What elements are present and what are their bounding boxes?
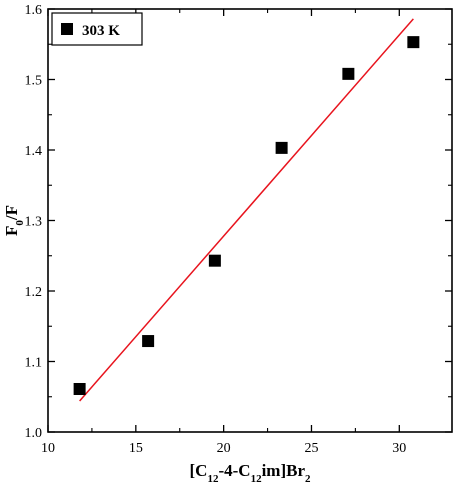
legend-marker — [61, 23, 73, 35]
subscript: 12 — [207, 473, 219, 485]
x-axis-label: [C12-4-C12im]Br2 — [190, 461, 312, 485]
y-tick-label: 1.0 — [25, 426, 43, 441]
subscript: 12 — [251, 473, 263, 485]
label-part: im]Br — [262, 461, 306, 480]
x-tick-label: 15 — [129, 441, 143, 456]
fit-line — [79, 18, 414, 402]
y-tick-label: 1.5 — [25, 74, 43, 89]
x-tick-label: 10 — [41, 441, 55, 456]
subscript: 0 — [14, 220, 26, 226]
label-part: [C — [190, 461, 208, 480]
y-tick-label: 1.6 — [25, 3, 43, 18]
y-tick-label: 1.2 — [25, 285, 43, 300]
y-tick-label: 1.3 — [25, 215, 43, 230]
label-part: F — [2, 226, 21, 236]
data-point — [142, 335, 155, 348]
data-point — [208, 254, 221, 267]
data-point — [73, 382, 86, 395]
label-part: -4-C — [218, 461, 250, 480]
data-point — [275, 141, 288, 154]
y-axis-label: F0/F — [2, 205, 26, 236]
y-tick-label: 1.4 — [25, 144, 43, 159]
x-tick-label: 25 — [304, 441, 318, 456]
label-part: /F — [2, 205, 21, 221]
subscript: 2 — [305, 473, 311, 485]
x-tick-label: 20 — [217, 441, 231, 456]
data-point — [342, 67, 355, 80]
legend-label: 303 K — [82, 23, 120, 39]
x-tick-label: 30 — [392, 441, 406, 456]
data-point — [407, 36, 420, 49]
y-tick-label: 1.1 — [25, 356, 43, 371]
